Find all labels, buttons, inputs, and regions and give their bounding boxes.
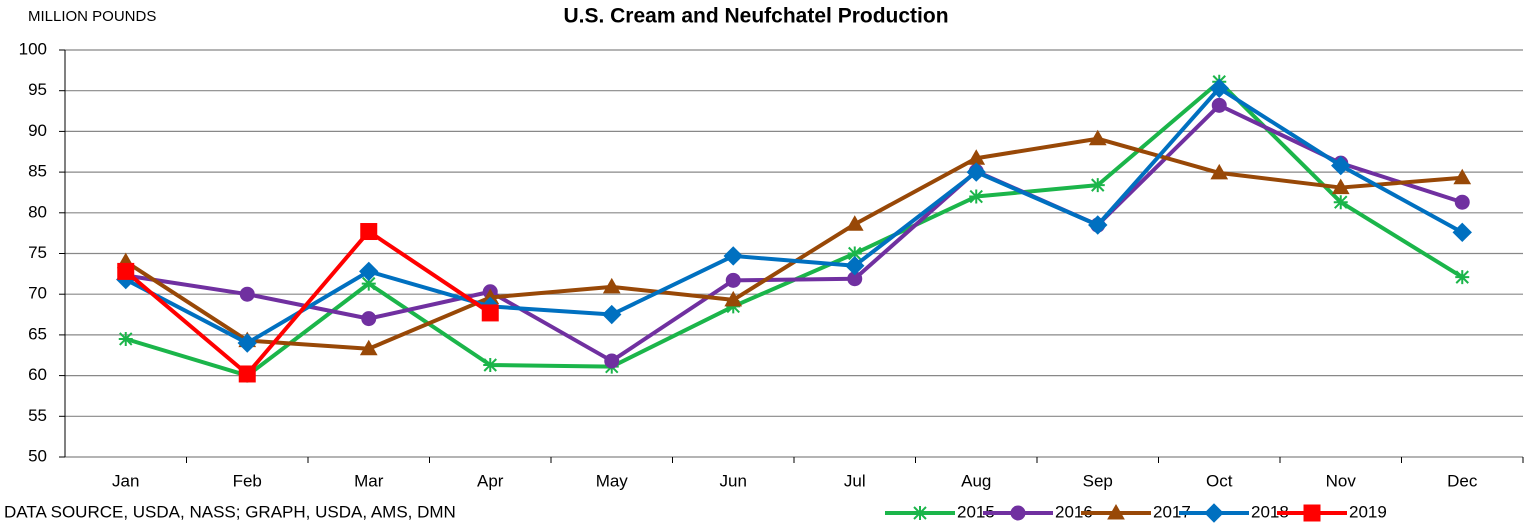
data-point — [1453, 168, 1472, 185]
y-tick-label: 90 — [28, 121, 47, 140]
x-tick-label: Nov — [1326, 471, 1357, 490]
data-point — [481, 304, 499, 322]
data-point — [723, 246, 743, 266]
legend-label: 2018 — [1251, 502, 1289, 521]
data-point — [239, 286, 255, 302]
x-tick-label: Sep — [1083, 471, 1113, 490]
data-point — [845, 215, 864, 231]
legend-marker — [1107, 503, 1125, 520]
y-tick-label: 65 — [28, 324, 47, 343]
y-tick-label: 55 — [28, 406, 47, 425]
series-line — [125, 103, 1463, 363]
legend-label: 2017 — [1153, 502, 1191, 521]
data-point — [118, 331, 133, 346]
legend-marker — [1010, 505, 1026, 521]
data-point — [966, 162, 986, 182]
x-tick-label: Feb — [233, 471, 262, 490]
x-tick-label: May — [596, 471, 629, 490]
data-point — [1090, 178, 1105, 193]
legend-label: 2016 — [1055, 502, 1093, 521]
x-tick-label: Oct — [1206, 471, 1233, 490]
legend-label: 2015 — [957, 502, 995, 521]
x-tick-label: Aug — [961, 471, 991, 490]
data-point — [1088, 215, 1108, 235]
data-point — [1333, 195, 1348, 210]
y-tick-label: 85 — [28, 162, 47, 181]
data-point — [969, 189, 984, 204]
data-point — [1331, 155, 1351, 176]
y-tick-label: 100 — [19, 39, 47, 58]
data-point — [1211, 97, 1227, 113]
data-point — [361, 276, 376, 291]
data-point — [359, 261, 379, 282]
series-line — [124, 229, 492, 376]
data-point — [483, 358, 498, 373]
data-point — [604, 353, 620, 369]
y-tick-label: 50 — [28, 446, 47, 465]
data-point — [359, 339, 378, 356]
data-point — [1331, 178, 1350, 195]
data-point — [725, 272, 741, 288]
data-point — [602, 277, 621, 294]
chart-title: U.S. Cream and Neufchatel Production — [563, 5, 948, 28]
data-point — [1088, 129, 1107, 146]
y-tick-label: 80 — [28, 202, 47, 221]
data-point — [847, 246, 862, 261]
data-point — [238, 365, 256, 383]
x-tick-label: Dec — [1447, 471, 1478, 490]
data-point — [602, 304, 622, 325]
data-point — [1454, 194, 1470, 210]
legend-marker — [913, 506, 927, 520]
x-tick-label: Jul — [844, 471, 866, 490]
data-point — [1452, 222, 1472, 243]
x-tick-label: Apr — [477, 471, 504, 490]
data-point — [845, 256, 865, 276]
y-tick-label: 75 — [28, 243, 47, 262]
data-point — [360, 223, 378, 241]
data-point — [724, 290, 743, 307]
series-line — [124, 86, 1464, 346]
x-tick-label: Jan — [112, 471, 139, 490]
legend-marker — [1303, 504, 1321, 522]
data-point — [726, 299, 741, 314]
data-point — [361, 311, 377, 327]
data-point — [1209, 78, 1229, 98]
data-point — [237, 333, 257, 353]
legend-label: 2019 — [1349, 502, 1387, 521]
data-point — [1210, 163, 1229, 180]
source-note: DATA SOURCE, USDA, NASS; GRAPH, USDA, AM… — [4, 502, 456, 521]
data-point — [117, 262, 135, 280]
y-tick-label: 95 — [28, 80, 47, 99]
x-tick-label: Jun — [720, 471, 747, 490]
x-tick-label: Mar — [354, 471, 384, 490]
data-point — [1455, 270, 1470, 285]
y-tick-label: 60 — [28, 365, 47, 384]
y-axis-label: MILLION POUNDS — [28, 8, 156, 25]
legend-marker — [1204, 503, 1224, 523]
y-tick-label: 70 — [28, 284, 47, 303]
